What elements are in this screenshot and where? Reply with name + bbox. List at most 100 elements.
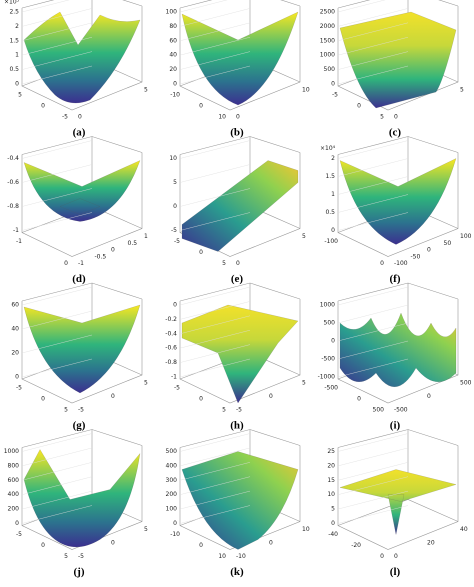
z-tick (21, 65, 93, 85)
z-tick (21, 310, 93, 330)
z-tick-label: 200 (8, 506, 20, 513)
y-tick-label: 0 (236, 260, 240, 267)
z-tick-label: 40 (169, 52, 177, 59)
z-tick (21, 0, 70, 13)
x-tick-label: 10 (218, 114, 226, 121)
y-tick-label: -5 (236, 407, 242, 414)
z-tick (337, 286, 409, 306)
y-tick-label: 5 (144, 87, 148, 94)
z-exponent: ×10⁴ (320, 145, 336, 152)
x-tick-label: 0 (199, 103, 203, 110)
z-tick-label: 20 (327, 462, 335, 469)
x-tick-label: -5 (174, 238, 180, 245)
z-tick-label: 0 (173, 302, 177, 309)
z-tick-label: 2500 (320, 9, 335, 16)
z-tick-label: 0 (331, 520, 335, 527)
x-tick-label: -5 (16, 385, 22, 392)
z-tick (179, 212, 251, 231)
x-tick-label: -5 (62, 114, 68, 121)
z-tick (179, 344, 251, 363)
z-tick-label: 20 (11, 350, 19, 357)
x-tick-label: 5 (222, 407, 226, 414)
z-tick-label: -0.8 (7, 203, 19, 210)
surface (23, 11, 141, 104)
x-tick-label: 0 (357, 396, 361, 403)
panel-label: (i) (390, 420, 401, 432)
z-tick (21, 476, 93, 495)
z-tick (179, 315, 251, 334)
y-tick-label: 0 (78, 114, 82, 121)
y-tick-label: -5 (78, 553, 84, 560)
y-tick-label: -50 (411, 253, 421, 260)
z-tick-label: 500 (324, 320, 336, 327)
z-tick (21, 140, 93, 159)
z-tick (21, 286, 93, 306)
subplot: -1000 -500 0 500 1000 -500 0 500 -500 0 500 (i) (318, 282, 472, 432)
y-tick-label: 10 (302, 87, 310, 94)
z-tick-label: 0 (173, 81, 177, 88)
z-tick-label: -0.4 (7, 155, 19, 162)
surface (23, 304, 141, 394)
z-tick-label: -0.6 (7, 179, 19, 186)
z-tick (179, 505, 251, 524)
surface (23, 449, 141, 548)
z-tick (337, 22, 409, 41)
z-tick (337, 140, 409, 159)
x-tick-label: 5 (380, 114, 384, 121)
z-tick (21, 212, 93, 231)
surface (339, 469, 457, 535)
panel-label: (l) (390, 566, 401, 578)
x-tick-label: 0 (41, 103, 45, 110)
z-tick (337, 462, 409, 481)
y-tick-label: 0 (427, 393, 431, 400)
y-tick-label: 1 (144, 233, 148, 240)
panel-label: (k) (230, 566, 244, 578)
z-tick-label: 2.5 (9, 9, 19, 16)
z-tick-label: -0.4 (165, 330, 177, 337)
z-tick (179, 0, 228, 13)
subplot: 0 500 1000 1500 2000 2500 -5 0 5 0 5 (c) (320, 0, 464, 139)
z-tick (21, 164, 93, 183)
z-tick (337, 8, 409, 27)
x-tick-label: -5 (332, 92, 338, 99)
x-tick-label: -5 (16, 531, 22, 538)
subplot: -5 0 5 10 -5 0 5 0 5 (e) (169, 136, 306, 285)
y-tick-label: 0 (269, 393, 273, 400)
subplot: 0 100 200 300 400 500 -10 0 10 -10 0 10 (k) (166, 429, 310, 578)
surface (181, 160, 299, 252)
z-tick (337, 490, 409, 510)
x-tick-label: 10 (218, 553, 226, 560)
z-tick (337, 37, 409, 56)
z-tick-label: -1 (13, 227, 19, 234)
z-tick (179, 37, 251, 56)
z-tick (337, 476, 409, 495)
subplot: 0 0.5 1 1.5 2 2.5 ×10⁵ 5 0 -5 0 5 (a) (4, 0, 148, 139)
y-tick-label: -100 (394, 260, 408, 267)
z-tick (179, 301, 251, 320)
z-exponent: ×10⁵ (4, 0, 20, 6)
z-tick (337, 340, 409, 360)
x-tick-label: -1 (16, 238, 22, 245)
z-tick-label: 0 (331, 338, 335, 345)
z-tick-label: 300 (166, 477, 178, 484)
x-tick-label: 0 (64, 260, 68, 267)
y-tick-label: -1 (78, 260, 84, 267)
x-tick-label: 5 (64, 553, 68, 560)
z-tick-label: 40 (11, 326, 19, 333)
y-tick-label: 0 (427, 247, 431, 254)
y-tick-label: 0 (394, 553, 398, 560)
z-tick (179, 476, 251, 495)
y-tick-label: 10 (302, 526, 310, 533)
z-tick-label: -500 (321, 356, 335, 363)
panel-label: (b) (230, 127, 244, 139)
z-tick-label: -1000 (318, 374, 336, 381)
z-tick-label: 60 (11, 302, 19, 309)
z-tick-label: 100 (166, 506, 178, 513)
z-tick-label: 25 (327, 448, 335, 455)
z-tick-label: 1 (331, 191, 335, 198)
surface (339, 11, 457, 109)
subplot: -1 -0.8 -0.6 -0.4 -0.2 0 -5 0 5 -5 0 5 (h) (165, 282, 306, 432)
y-tick-label: 0 (236, 114, 240, 121)
z-tick (337, 158, 409, 177)
